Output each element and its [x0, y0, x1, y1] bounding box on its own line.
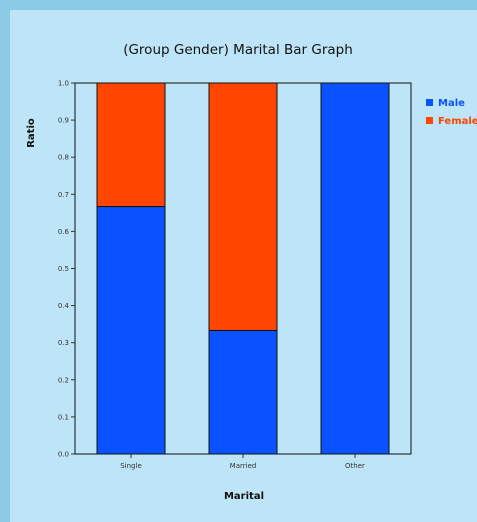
y-tick-label: 0.5	[58, 265, 69, 273]
y-tick-label: 0.4	[58, 302, 70, 310]
y-tick-label: 0.6	[58, 228, 70, 236]
y-axis-label: Ratio	[26, 118, 37, 148]
legend-label-male: Male	[438, 98, 465, 109]
legend-swatch-male	[426, 99, 433, 106]
x-tick-label: Other	[345, 462, 365, 470]
y-tick-label: 0.1	[58, 413, 69, 421]
x-axis-label: Marital	[224, 491, 264, 502]
bar-female-single	[96, 82, 166, 208]
y-tick-label: 0.7	[58, 191, 69, 199]
bar-male-married	[208, 329, 278, 455]
legend-label-female: Female	[438, 116, 477, 127]
bar-male-single	[96, 206, 166, 455]
x-tick-label: Married	[230, 462, 257, 470]
legend-swatch-female	[426, 117, 433, 124]
plot-area: 0.0 0.1 0.2 0.3 0.4 0.5 0.6 0.7 0.8 0.9 1.0 Single M…	[58, 80, 412, 470]
legend: Male Female	[426, 98, 477, 127]
bar-male-other	[320, 82, 390, 455]
y-tick-label: 0.2	[58, 376, 69, 384]
y-tick-label: 1.0	[58, 80, 69, 88]
y-tick-label: 0.0	[58, 451, 69, 459]
y-tick-label: 0.3	[58, 339, 69, 347]
x-tick-label: Single	[120, 462, 142, 470]
chart-title: (Group Gender) Marital Bar Graph	[123, 42, 353, 58]
bar-female-married	[208, 82, 278, 331]
y-tick-label: 0.8	[58, 154, 69, 162]
y-tick-label: 0.9	[58, 117, 69, 125]
